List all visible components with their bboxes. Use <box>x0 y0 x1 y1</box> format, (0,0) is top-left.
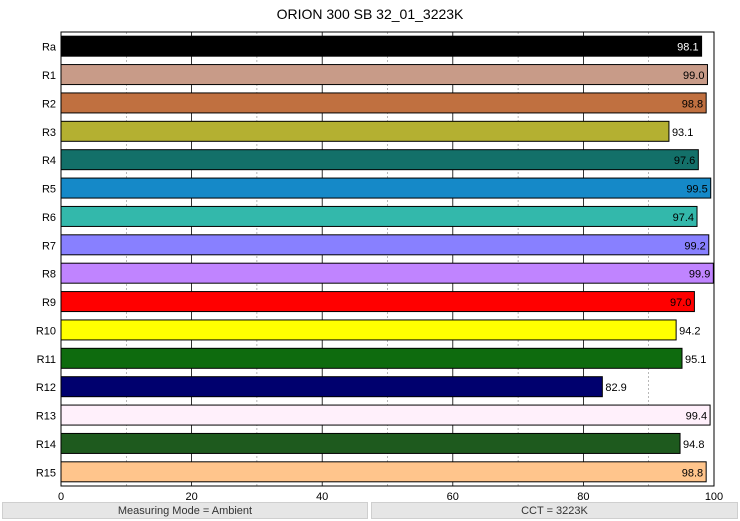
value-label-r4: 97.6 <box>674 155 695 167</box>
category-label-r5: R5 <box>42 184 56 196</box>
x-tick-label: 20 <box>185 491 197 500</box>
category-label-r3: R3 <box>42 127 56 139</box>
value-label-r10: 94.2 <box>679 325 700 337</box>
category-label-r7: R7 <box>42 240 56 252</box>
value-label-r13: 99.4 <box>686 411 707 423</box>
x-tick-label: 0 <box>58 491 64 500</box>
category-label-r13: R13 <box>36 411 56 423</box>
x-tick-label: 60 <box>447 491 459 500</box>
chart-title: ORION 300 SB 32_01_3223K <box>276 6 464 22</box>
value-label-r6: 97.4 <box>673 212 694 224</box>
category-label-r14: R14 <box>36 439 56 451</box>
value-label-r5: 99.5 <box>686 184 707 196</box>
value-label-r3: 93.1 <box>672 127 693 139</box>
category-label-r11: R11 <box>37 354 56 366</box>
bar-r4 <box>60 149 699 171</box>
bars <box>60 35 714 483</box>
bar-r7 <box>60 234 710 256</box>
category-label-r6: R6 <box>42 212 56 224</box>
value-label-r7: 99.2 <box>684 240 705 252</box>
bar-r6 <box>60 205 698 227</box>
bar-r13 <box>60 404 711 426</box>
measuring-mode-label: Measuring Mode = Ambient <box>2 502 368 519</box>
category-label-r2: R2 <box>42 98 56 110</box>
value-label-r14: 94.8 <box>683 439 704 451</box>
x-tick-label: 40 <box>316 491 328 500</box>
bar-r3 <box>60 120 670 142</box>
category-label-r12: R12 <box>36 382 56 394</box>
value-label-r8: 99.9 <box>689 269 710 281</box>
value-label-r12: 82.9 <box>605 382 626 394</box>
category-label-ra: Ra <box>42 42 57 54</box>
value-label-r2: 98.8 <box>682 98 703 110</box>
value-label-ra: 98.1 <box>677 42 698 54</box>
cct-label: CCT = 3223K <box>371 502 738 519</box>
category-label-r8: R8 <box>42 269 56 281</box>
x-tick-label: 100 <box>705 491 723 500</box>
bar-r1 <box>60 64 708 86</box>
bar-ra <box>60 35 703 57</box>
category-labels: Ra R1 R2 R3 R4 R5 R6 R7 R8 R9 R10 R11 R12 R13 R14 R15 <box>36 42 57 480</box>
value-labels: 98.1 99.0 98.8 93.1 97.6 99.5 97.4 99.2 99.9 97.0… <box>605 42 710 480</box>
bar-r15 <box>60 461 707 483</box>
bar-r10 <box>60 319 677 341</box>
value-label-r11: 95.1 <box>685 354 706 366</box>
category-label-r4: R4 <box>42 155 56 167</box>
x-tick-labels: 0 20 40 60 80 100 <box>58 491 723 500</box>
bar-r5 <box>60 177 712 199</box>
bar-r9 <box>60 291 695 313</box>
bar-r11 <box>60 347 683 369</box>
x-tick-label: 80 <box>577 491 589 500</box>
category-label-r10: R10 <box>36 325 56 337</box>
value-label-r15: 98.8 <box>682 467 703 479</box>
category-label-r15: R15 <box>36 467 56 479</box>
value-label-r9: 97.0 <box>670 297 691 309</box>
category-label-r1: R1 <box>42 70 56 82</box>
bar-chart: 98.1 99.0 98.8 93.1 97.6 99.5 97.4 99.2 99.9 97.0… <box>36 31 723 500</box>
bar-r12 <box>60 376 603 398</box>
bar-r14 <box>60 432 681 454</box>
bar-r8 <box>60 262 714 284</box>
bar-r2 <box>60 92 707 114</box>
plot-frame <box>60 31 715 487</box>
value-label-r1: 99.0 <box>683 70 704 82</box>
category-label-r9: R9 <box>42 297 56 309</box>
